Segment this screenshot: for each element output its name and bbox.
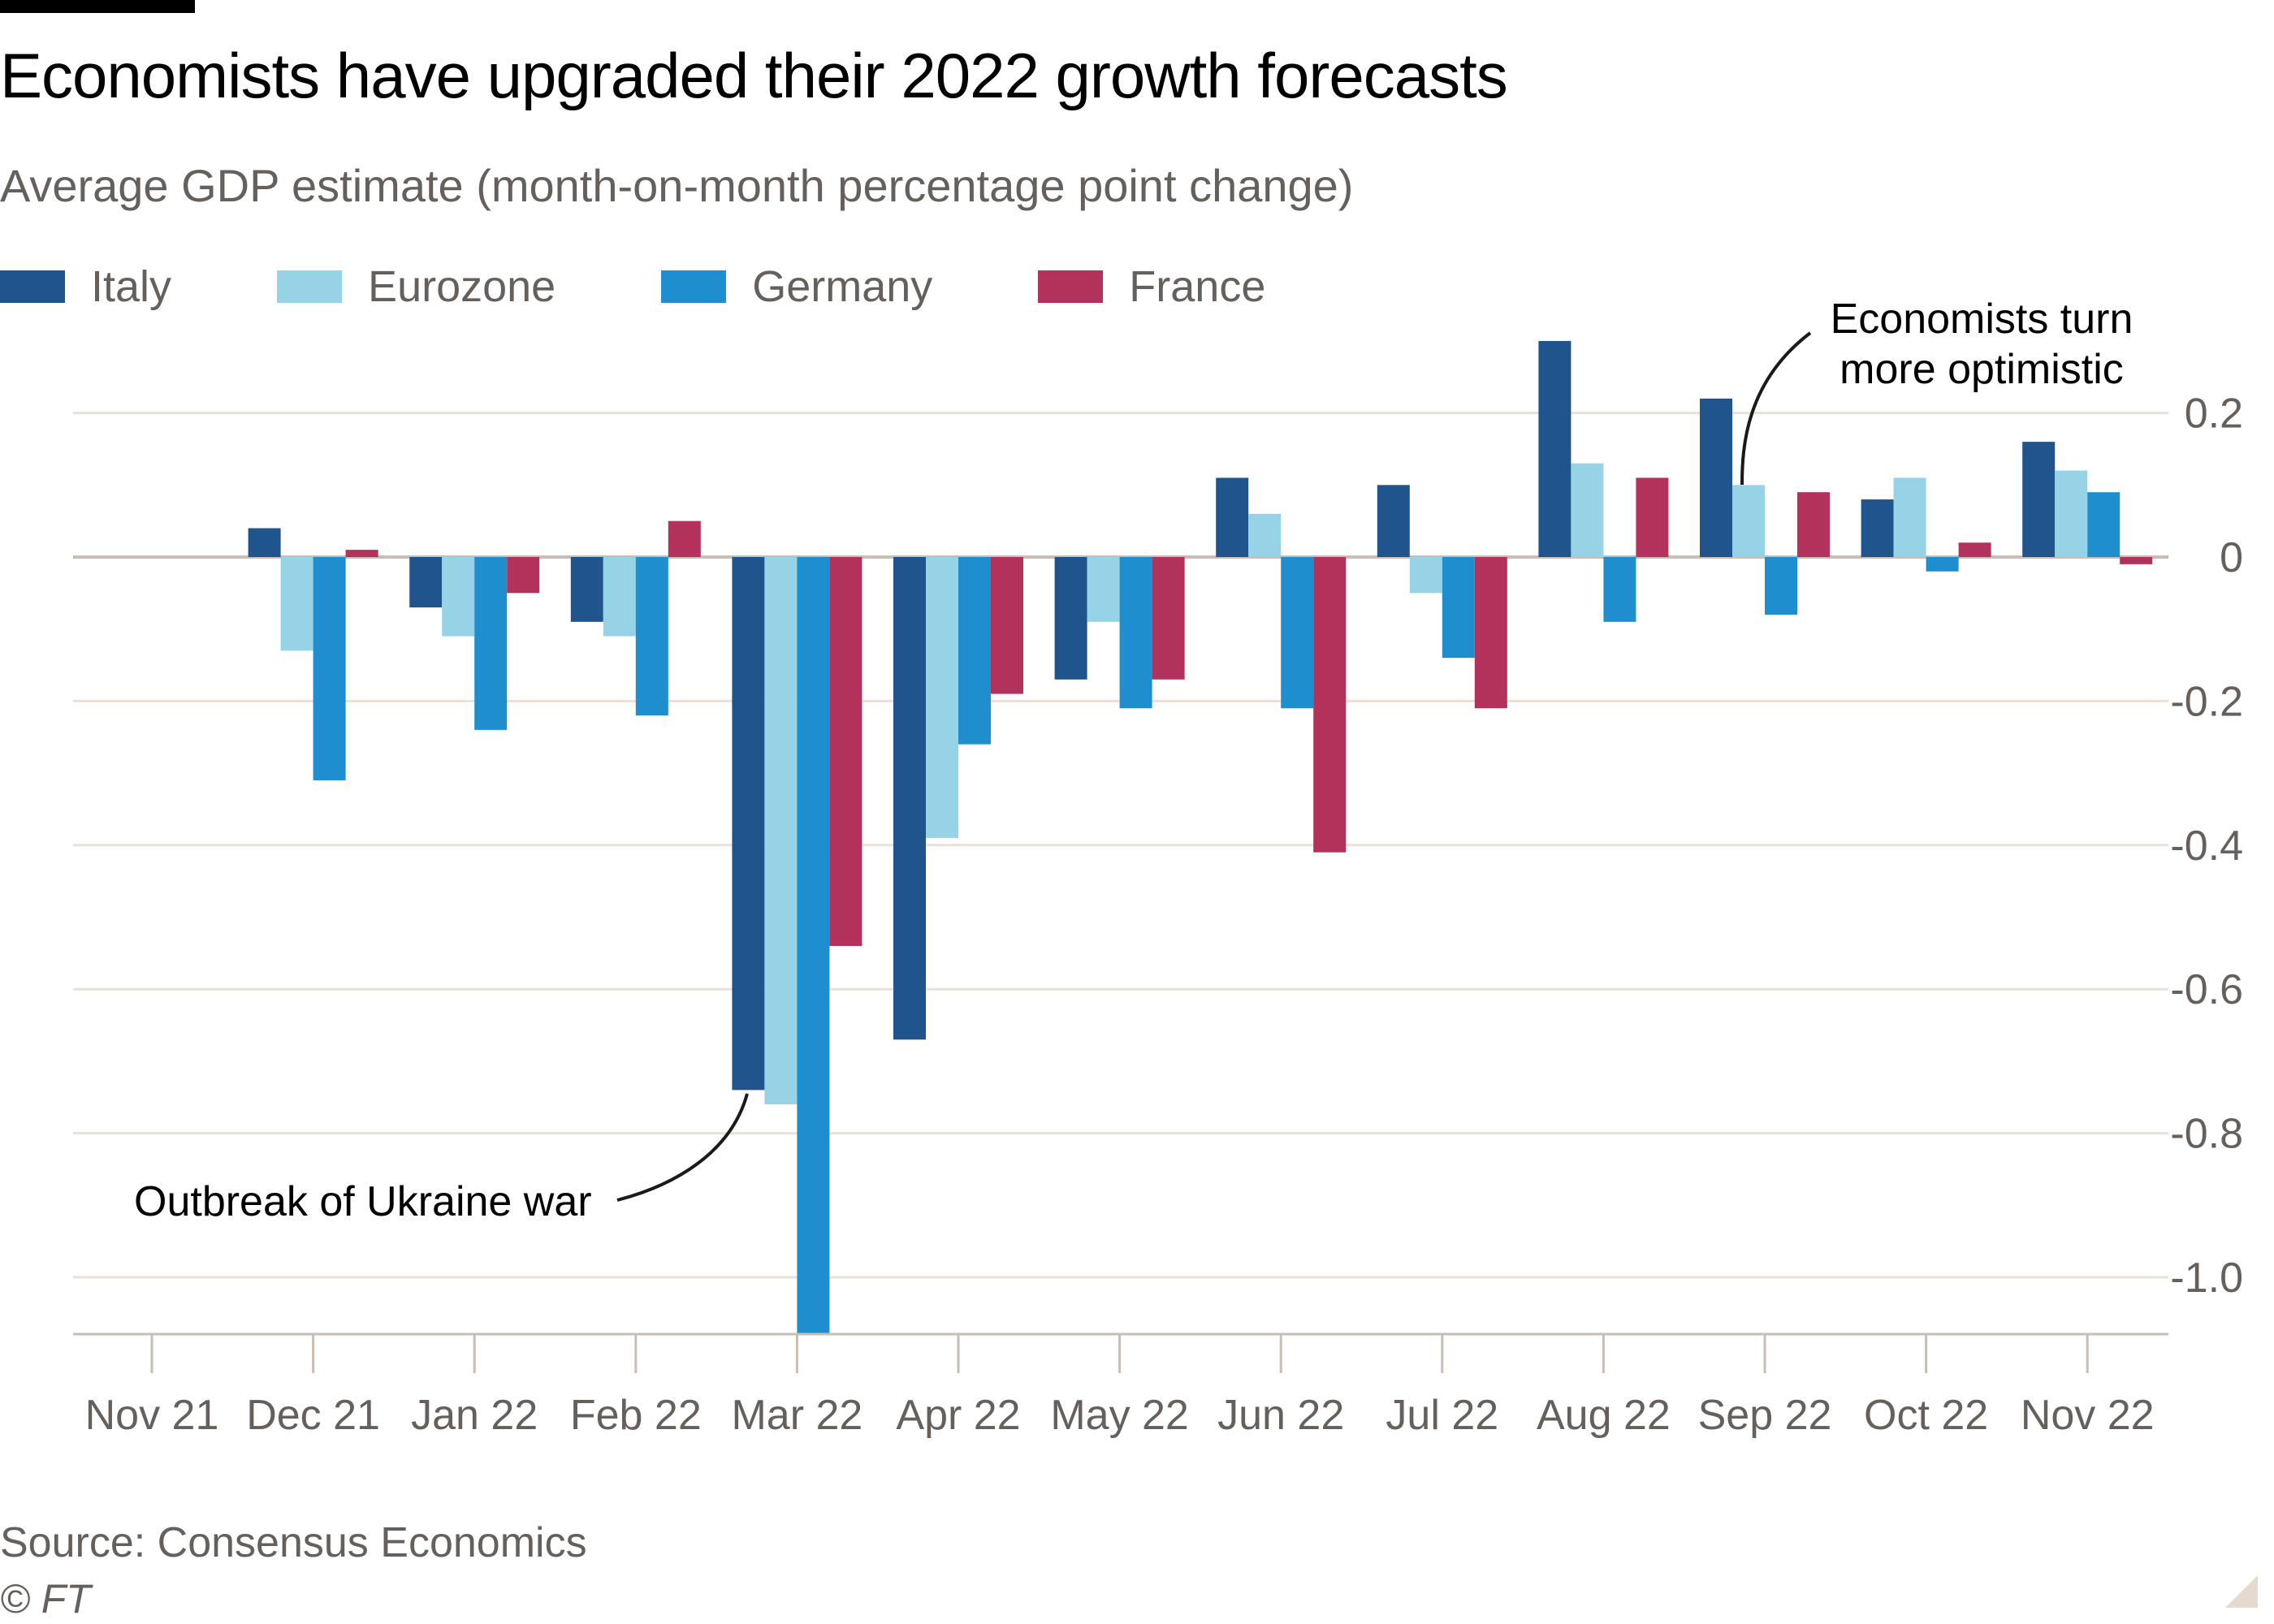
- bar-france-may-22: [1152, 557, 1185, 680]
- y-axis-labels: 0.2 0 -0.2 -0.4 -0.6 -0.8 -1.0: [2170, 391, 2243, 1302]
- bar-france-oct-22: [1958, 542, 1991, 557]
- x-tick-label: May 22: [1050, 1392, 1189, 1439]
- annotation-leader-optimistic: [1740, 331, 1812, 486]
- legend-item-france: France: [1038, 261, 1265, 312]
- bar-germany-aug-22: [1603, 557, 1636, 622]
- bar-eurozone-apr-22: [926, 557, 958, 838]
- annotations: Outbreak of Ukraine war Economists turn …: [134, 296, 2133, 1225]
- annotation-ukraine-war: Outbreak of Ukraine war: [134, 1178, 592, 1225]
- bar-eurozone-jan-22: [442, 557, 475, 637]
- annotation-optimistic-line2: more optimistic: [1840, 346, 2124, 393]
- bar-france-feb-22: [668, 520, 701, 557]
- bar-france-sep-22: [1797, 492, 1830, 557]
- x-tick-label: Mar 22: [731, 1392, 862, 1439]
- bar-germany-jun-22: [1281, 557, 1314, 709]
- bar-italy-dec-21: [248, 528, 281, 557]
- source-note: Source: Consensus Economics: [0, 1519, 587, 1566]
- legend-label-france: France: [1129, 262, 1266, 311]
- y-tick-label: -0.2: [2170, 678, 2243, 725]
- bar-italy-aug-22: [1538, 340, 1571, 557]
- bar-italy-feb-22: [570, 557, 603, 622]
- brand-bar: [0, 0, 195, 13]
- bar-eurozone-mar-22: [764, 557, 798, 1105]
- bar-eurozone-oct-22: [1893, 477, 1926, 557]
- bar-eurozone-jun-22: [1248, 513, 1282, 557]
- x-tick-label: Aug 22: [1537, 1392, 1671, 1439]
- x-axis-labels: Nov 21 Dec 21 Jan 22 Feb 22 Mar 22 Apr 22 May …: [85, 1392, 2155, 1439]
- legend-swatch-france: [1038, 270, 1104, 303]
- x-tick-label: Sep 22: [1698, 1392, 1832, 1439]
- y-tick-label: 0.2: [2185, 391, 2243, 438]
- bar-germany-apr-22: [958, 557, 991, 745]
- legend-item-germany: Germany: [661, 261, 932, 312]
- bar-italy-may-22: [1054, 557, 1087, 680]
- bar-italy-jul-22: [1377, 485, 1410, 557]
- legend-label-eurozone: Eurozone: [368, 262, 556, 311]
- bar-eurozone-nov-22: [2055, 470, 2088, 557]
- y-tick-label: -0.4: [2170, 823, 2243, 870]
- bar-italy-oct-22: [1861, 499, 1894, 557]
- x-tick-label: Oct 22: [1864, 1392, 1988, 1439]
- annotation-leader-ukraine: [616, 1093, 749, 1202]
- bar-germany-jul-22: [1442, 557, 1475, 659]
- legend-item-eurozone: Eurozone: [277, 261, 556, 312]
- bar-eurozone-may-22: [1087, 557, 1120, 622]
- bar-eurozone-dec-21: [280, 557, 313, 651]
- bar-germany-jan-22: [474, 557, 508, 730]
- bar-germany-sep-22: [1765, 557, 1797, 615]
- bar-france-dec-21: [345, 550, 378, 557]
- x-tick-label: Nov 22: [2021, 1392, 2155, 1439]
- legend-label-italy: Italy: [91, 262, 172, 311]
- x-tick-label: Jan 22: [411, 1392, 538, 1439]
- x-tick-label: Feb 22: [570, 1392, 702, 1439]
- x-tick-label: Dec 21: [246, 1392, 380, 1439]
- bar-germany-oct-22: [1926, 557, 1959, 572]
- x-tick-label: Apr 22: [896, 1392, 1020, 1439]
- bar-eurozone-jul-22: [1409, 557, 1442, 594]
- bar-france-jan-22: [507, 557, 540, 594]
- y-tick-label: 0: [2220, 534, 2243, 581]
- legend-swatch-eurozone: [277, 270, 343, 303]
- x-tick-label: Jun 22: [1217, 1392, 1344, 1439]
- bar-france-nov-22: [2120, 557, 2153, 564]
- bar-eurozone-sep-22: [1732, 485, 1765, 557]
- chart-subtitle: Average GDP estimate (month-on-month per…: [0, 160, 1354, 211]
- bar-italy-nov-22: [2022, 442, 2056, 557]
- bar-germany-feb-22: [635, 557, 668, 716]
- bar-germany-may-22: [1119, 557, 1152, 709]
- annotation-optimistic-line1: Economists turn: [1831, 296, 2133, 343]
- copyright: © FT: [0, 1576, 91, 1622]
- bar-france-mar-22: [829, 557, 862, 946]
- gridlines: [73, 412, 2168, 1279]
- y-tick-label: -0.8: [2170, 1111, 2243, 1158]
- bar-italy-jan-22: [409, 557, 443, 608]
- legend-swatch-italy: [0, 270, 65, 303]
- bar-france-jul-22: [1474, 557, 1507, 709]
- bar-italy-apr-22: [893, 557, 926, 1040]
- x-tick-label: Jul 22: [1386, 1392, 1498, 1439]
- bar-germany-dec-21: [313, 557, 346, 780]
- legend-item-italy: Italy: [0, 261, 171, 312]
- bar-eurozone-feb-22: [603, 557, 636, 637]
- bar-italy-jun-22: [1216, 477, 1249, 557]
- bar-italy-mar-22: [732, 557, 765, 1091]
- bar-france-jun-22: [1313, 557, 1347, 853]
- legend-label-germany: Germany: [752, 262, 933, 311]
- bar-france-apr-22: [991, 557, 1023, 694]
- bar-italy-sep-22: [1700, 398, 1732, 557]
- bar-germany-mar-22: [797, 557, 830, 1334]
- legend-swatch-germany: [661, 270, 727, 303]
- legend: Italy Eurozone Germany France: [0, 261, 1371, 312]
- bar-germany-nov-22: [2087, 492, 2121, 557]
- chart-title: Economists have upgraded their 2022 grow…: [0, 40, 1508, 111]
- bars: [248, 340, 2153, 1334]
- y-tick-label: -0.6: [2170, 966, 2243, 1013]
- corner-mark: [2225, 1575, 2258, 1608]
- y-tick-label: -1.0: [2170, 1255, 2243, 1302]
- bar-france-aug-22: [1636, 477, 1669, 557]
- bar-eurozone-aug-22: [1571, 463, 1604, 557]
- x-axis: [73, 1332, 2168, 1373]
- x-tick-label: Nov 21: [85, 1392, 219, 1439]
